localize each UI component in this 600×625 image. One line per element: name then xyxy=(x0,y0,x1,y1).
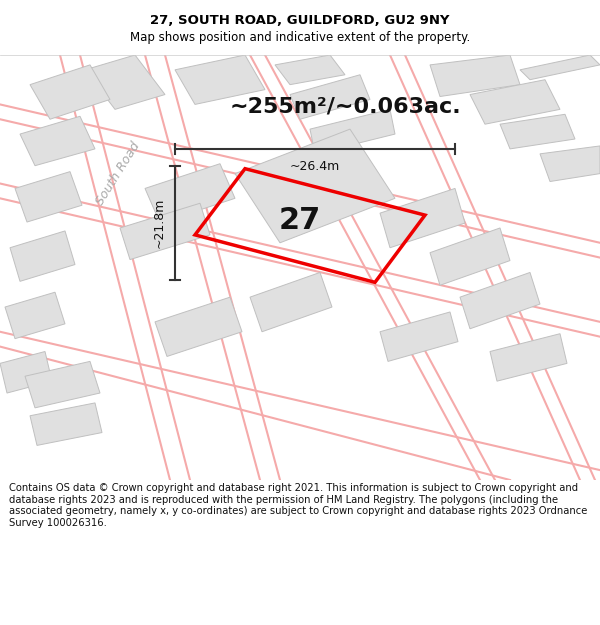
Text: 27, SOUTH ROAD, GUILDFORD, GU2 9NY: 27, SOUTH ROAD, GUILDFORD, GU2 9NY xyxy=(150,14,450,26)
Polygon shape xyxy=(120,203,210,259)
Polygon shape xyxy=(30,403,102,446)
Text: 27: 27 xyxy=(279,206,321,235)
Text: South Road: South Road xyxy=(94,139,143,208)
Polygon shape xyxy=(460,272,540,329)
Text: Contains OS data © Crown copyright and database right 2021. This information is : Contains OS data © Crown copyright and d… xyxy=(9,483,587,528)
Polygon shape xyxy=(145,164,235,223)
Polygon shape xyxy=(490,334,567,381)
Polygon shape xyxy=(250,272,332,332)
Polygon shape xyxy=(175,55,265,104)
Polygon shape xyxy=(380,188,465,248)
Polygon shape xyxy=(20,116,95,166)
Polygon shape xyxy=(540,146,600,181)
Text: ~26.4m: ~26.4m xyxy=(290,160,340,173)
Text: Map shows position and indicative extent of the property.: Map shows position and indicative extent… xyxy=(130,31,470,44)
Text: ~21.8m: ~21.8m xyxy=(152,198,166,248)
Polygon shape xyxy=(10,231,75,281)
Polygon shape xyxy=(310,109,395,154)
Polygon shape xyxy=(5,292,65,339)
Polygon shape xyxy=(30,65,110,119)
Polygon shape xyxy=(15,172,82,222)
Polygon shape xyxy=(275,55,345,84)
Polygon shape xyxy=(430,228,510,285)
Text: ~255m²/~0.063ac.: ~255m²/~0.063ac. xyxy=(229,96,461,116)
Polygon shape xyxy=(85,55,165,109)
Polygon shape xyxy=(470,80,560,124)
Polygon shape xyxy=(0,351,52,393)
Polygon shape xyxy=(380,312,458,361)
Polygon shape xyxy=(290,75,370,119)
Polygon shape xyxy=(430,55,520,96)
Polygon shape xyxy=(155,297,242,356)
Polygon shape xyxy=(235,129,395,242)
Polygon shape xyxy=(520,55,600,80)
Polygon shape xyxy=(500,114,575,149)
Polygon shape xyxy=(25,361,100,408)
